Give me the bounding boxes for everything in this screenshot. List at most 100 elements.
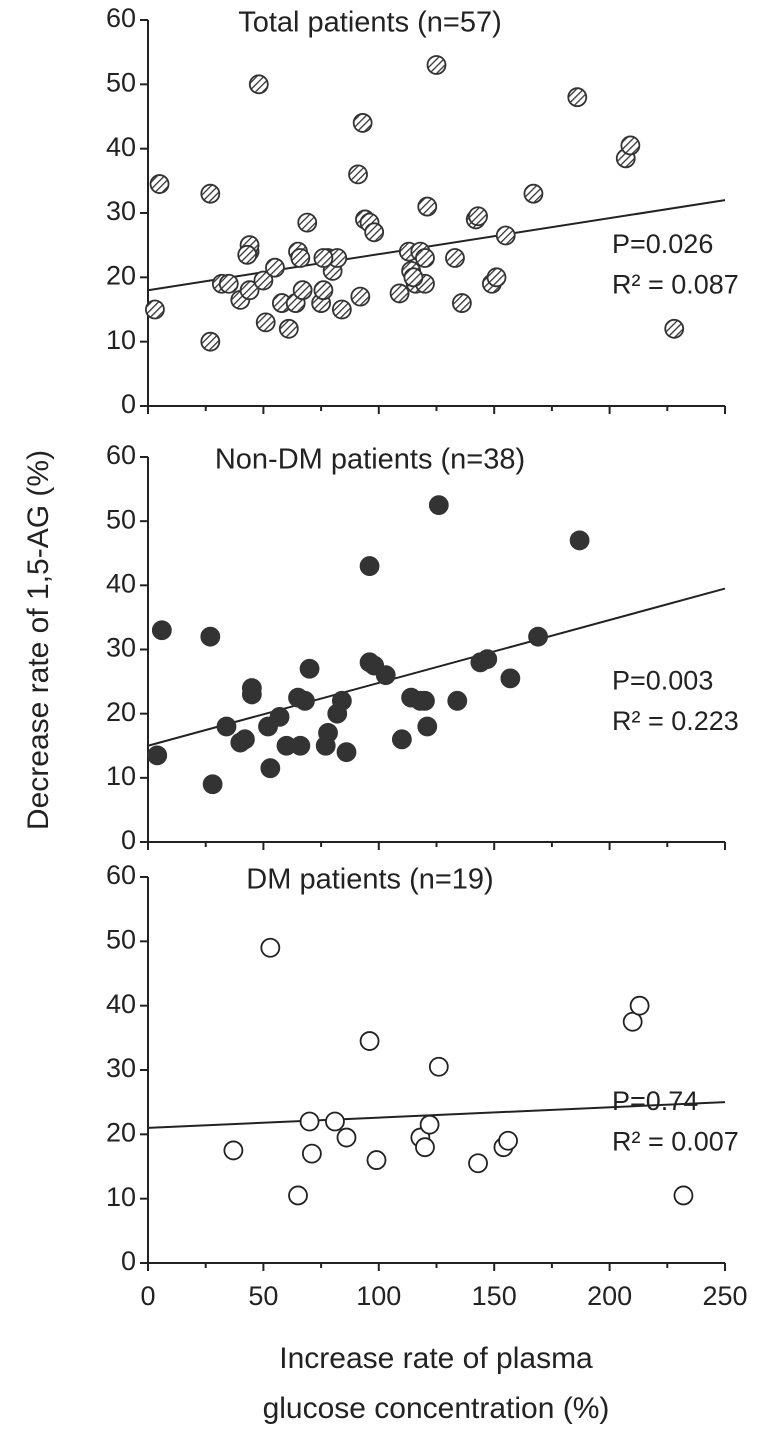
point — [428, 1056, 449, 1077]
point — [216, 716, 237, 737]
y-tick-label: 10 — [106, 325, 136, 355]
y-tick-label: 50 — [106, 504, 136, 534]
point — [415, 690, 435, 711]
point — [223, 1140, 244, 1161]
point — [468, 1153, 488, 1174]
x-axis-label: Increase rate of plasma — [279, 1342, 593, 1375]
point — [428, 495, 449, 516]
point — [318, 723, 338, 743]
point — [523, 183, 544, 204]
y-tick-label: 30 — [106, 633, 136, 663]
point — [331, 299, 352, 320]
point — [426, 55, 447, 75]
point — [248, 74, 269, 95]
point — [336, 1127, 357, 1148]
point — [336, 742, 357, 763]
point — [359, 1031, 380, 1051]
y-tick-label: 10 — [106, 761, 136, 791]
annotation: R² = 0.007 — [612, 1126, 739, 1156]
x-tick-label: 250 — [702, 1281, 747, 1311]
point — [149, 174, 170, 194]
point — [297, 212, 318, 233]
y-tick-label: 20 — [106, 260, 136, 290]
y-axis-label: Decrease rate of 1,5-AG (%) — [22, 450, 55, 830]
point — [313, 280, 334, 301]
point — [202, 774, 223, 795]
annotation: R² = 0.087 — [612, 269, 739, 299]
point — [292, 280, 313, 301]
point — [486, 267, 507, 288]
x-tick-label: 200 — [587, 1281, 632, 1311]
point — [237, 244, 258, 265]
point — [451, 293, 472, 313]
trend-line — [147, 199, 726, 292]
x-tick-label: 100 — [356, 1281, 401, 1311]
point — [415, 1137, 435, 1158]
point — [299, 1111, 320, 1132]
y-tick-label: 60 — [106, 860, 136, 890]
point — [498, 1130, 518, 1151]
point — [389, 283, 410, 304]
y-tick-label: 30 — [106, 1053, 136, 1083]
point — [255, 312, 276, 333]
panel-title: Non-DM patients (n=38) — [215, 444, 525, 476]
annotation: R² = 0.223 — [612, 706, 739, 736]
point — [447, 690, 468, 711]
point — [299, 658, 320, 679]
y-tick-label: 10 — [106, 1182, 136, 1212]
x-tick-label: 50 — [248, 1281, 278, 1311]
point — [567, 87, 588, 108]
y-tick-label: 60 — [106, 440, 136, 470]
annotation: P=0.74 — [612, 1086, 698, 1116]
y-tick-label: 40 — [106, 989, 136, 1019]
point — [265, 257, 285, 278]
annotation: P=0.003 — [612, 665, 713, 695]
point — [151, 620, 172, 641]
point — [218, 273, 239, 294]
point — [417, 196, 438, 217]
panel-title: Total patients (n=57) — [238, 7, 502, 39]
point — [629, 995, 650, 1016]
point — [569, 530, 590, 551]
trend-line — [147, 1101, 726, 1129]
point — [290, 735, 311, 756]
panel-title: DM patients (n=19) — [246, 864, 493, 896]
point — [419, 1114, 440, 1135]
annotation: P=0.026 — [612, 229, 713, 259]
point — [278, 318, 299, 339]
point — [235, 729, 255, 750]
y-tick-label: 50 — [106, 67, 136, 97]
point — [145, 299, 165, 320]
y-tick-label: 20 — [106, 697, 136, 727]
point — [500, 668, 521, 689]
trend-line — [147, 587, 726, 747]
point — [366, 1150, 387, 1170]
point — [528, 626, 548, 647]
point — [295, 690, 315, 711]
point — [253, 270, 274, 291]
y-tick-label: 20 — [106, 1117, 136, 1147]
y-tick-label: 0 — [121, 1246, 136, 1276]
point — [260, 758, 281, 779]
x-axis-label: glucose concentration (%) — [263, 1392, 610, 1425]
point — [331, 690, 352, 711]
point — [239, 280, 260, 301]
point — [301, 1143, 322, 1164]
point — [620, 135, 641, 156]
point — [200, 331, 221, 352]
point — [348, 164, 368, 185]
point — [417, 716, 438, 737]
point — [664, 318, 685, 339]
point — [415, 248, 435, 268]
point — [350, 286, 371, 307]
point — [288, 1185, 308, 1206]
y-tick-label: 0 — [121, 389, 136, 419]
point — [313, 248, 334, 268]
x-tick-label: 0 — [140, 1281, 155, 1311]
y-tick-label: 50 — [106, 924, 136, 954]
x-tick-label: 150 — [472, 1281, 517, 1311]
point — [200, 626, 221, 647]
point — [200, 183, 221, 204]
y-tick-label: 0 — [121, 825, 136, 855]
